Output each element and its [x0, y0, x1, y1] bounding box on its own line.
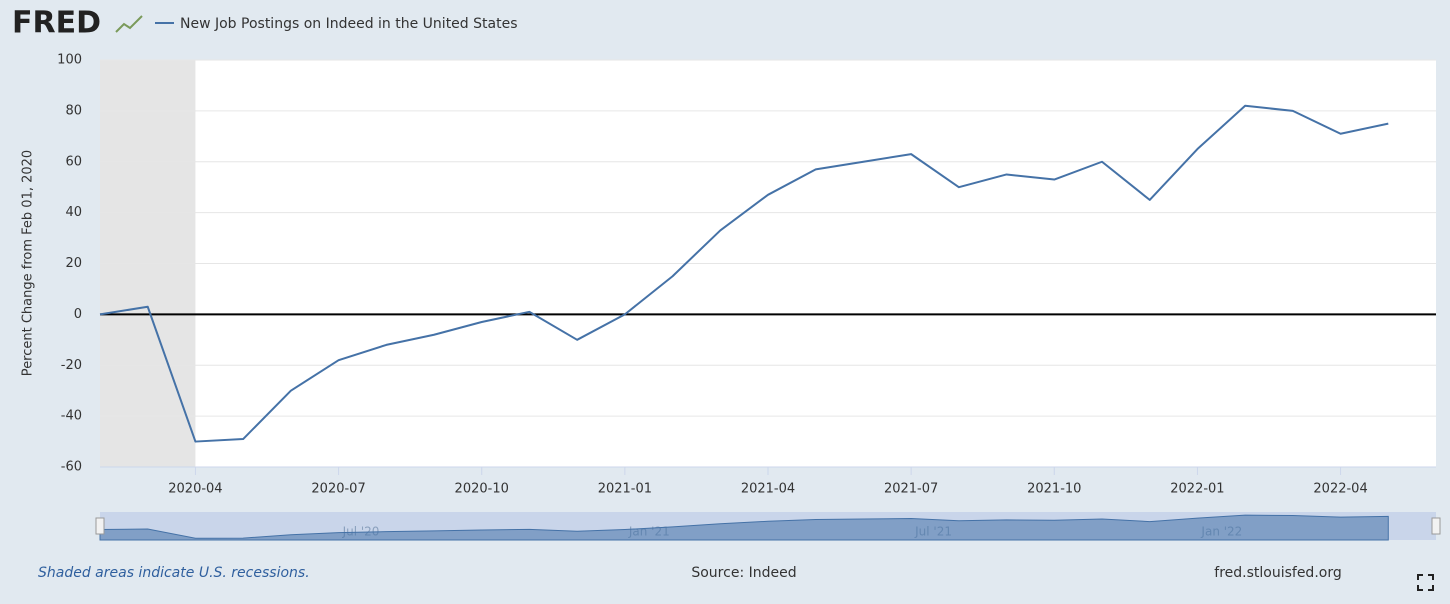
footer-site: fred.stlouisfed.org: [1214, 565, 1341, 581]
y-tick-label: 80: [65, 103, 82, 118]
footer-note: Shaded areas indicate U.S. recessions.: [38, 565, 310, 581]
footer-source: Source: Indeed: [691, 565, 796, 581]
x-tick-label: 2022-01: [1170, 482, 1224, 497]
x-tick-label: 2022-04: [1313, 482, 1367, 497]
x-tick-label: 2021-01: [598, 482, 652, 497]
y-tick-label: 0: [74, 307, 82, 322]
series-line: [99, 104, 1389, 443]
y-tick-label: -20: [61, 358, 82, 373]
y-tick-label: 60: [65, 154, 82, 169]
x-tick-label: 2020-10: [455, 482, 509, 497]
navigator-handle[interactable]: [1431, 517, 1441, 535]
navigator-area: [99, 514, 1389, 541]
navigator-handle[interactable]: [95, 517, 105, 535]
y-tick-label: -60: [61, 460, 82, 475]
x-tick-label: 2021-04: [741, 482, 795, 497]
fullscreen-button[interactable]: [1417, 574, 1434, 591]
y-axis-label: Percent Change from Feb 01, 2020: [21, 150, 36, 376]
legend-label: New Job Postings on Indeed in the United…: [180, 16, 517, 32]
x-tick-label: 2021-07: [884, 482, 938, 497]
x-tick-label: 2021-10: [1027, 482, 1081, 497]
logo: FRED: [12, 6, 101, 41]
y-tick-label: 20: [65, 256, 82, 271]
y-tick-label: 40: [65, 205, 82, 220]
x-tick-label: 2020-04: [168, 482, 222, 497]
y-tick-label: 100: [57, 53, 82, 68]
x-tick-label: 2020-07: [311, 482, 365, 497]
logo-icon: [115, 15, 143, 33]
y-tick-label: -40: [61, 409, 82, 424]
